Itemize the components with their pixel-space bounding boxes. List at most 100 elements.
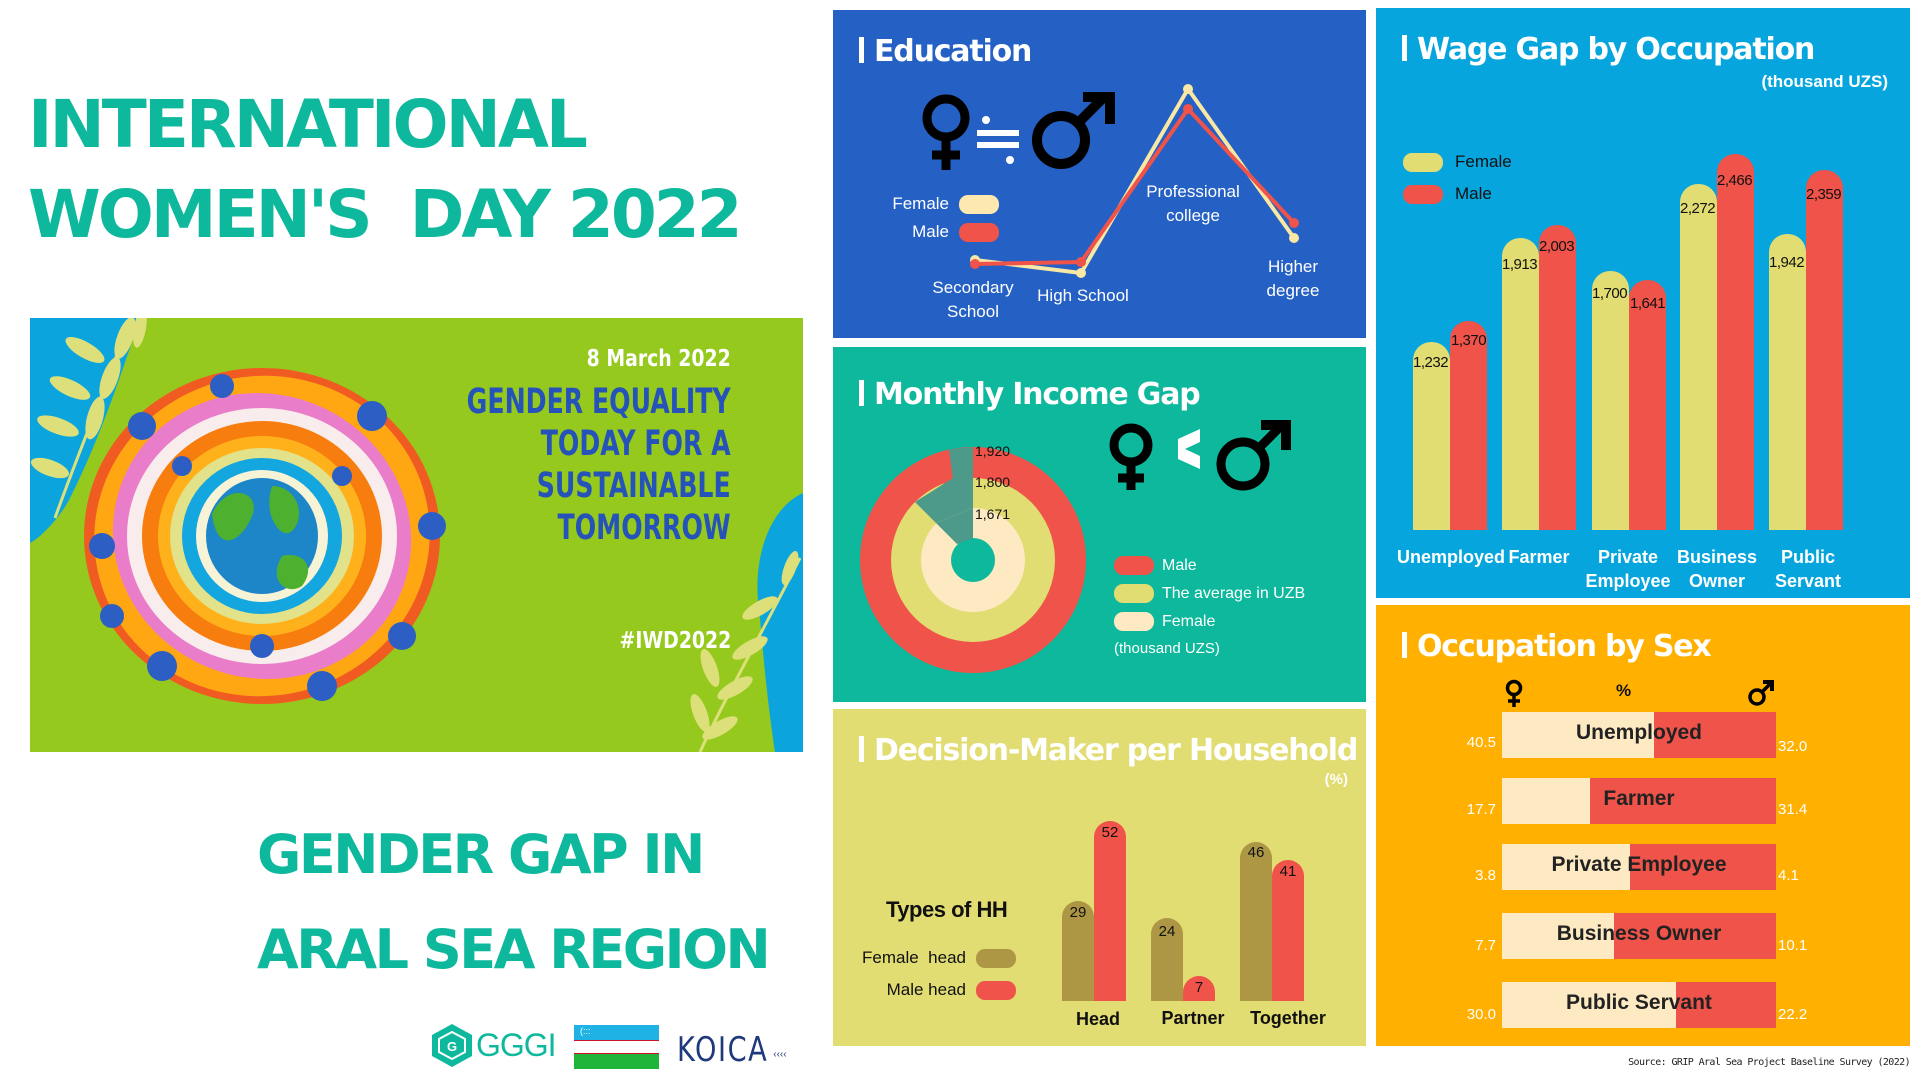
cat-business: Business Owner <box>1676 547 1758 591</box>
cat-unemployed: Unemployed <box>1396 547 1506 567</box>
decision-title: Decision-Maker per Household <box>859 733 1358 768</box>
value-business-male: 2,466 <box>1717 172 1753 189</box>
gggi-logo: G GGGI <box>430 1022 557 1068</box>
value-business-female: 2,272 <box>1680 200 1716 217</box>
occ-row-unemployed: Unemployed <box>1502 712 1776 758</box>
value-public-male: 2,359 <box>1806 186 1842 203</box>
occ-row-business-owner: Business Owner <box>1502 913 1776 959</box>
female-symbol-icon <box>1109 423 1153 490</box>
education-legend-male: Male <box>912 222 999 242</box>
occ-male-value: 31.4 <box>1778 801 1808 818</box>
male-symbol-icon <box>1748 680 1774 706</box>
education-line-chart <box>922 84 1299 278</box>
main-title-line2: WOMEN'S DAY 2022 <box>28 176 743 253</box>
cat-farmer: Farmer <box>1508 547 1570 567</box>
legend-label: Male head <box>886 980 966 999</box>
banner-hashtag: #IWD2022 <box>619 628 731 654</box>
wage-title-text: Wage Gap by Occupation <box>1417 32 1815 67</box>
cat-together: Together <box>1250 1008 1326 1028</box>
decision-title-text: Decision-Maker per Household <box>874 733 1358 768</box>
legend-label: Female <box>1162 612 1216 630</box>
wage-title: Wage Gap by Occupation <box>1402 32 1815 67</box>
legend-swatch-average <box>1114 584 1154 603</box>
legend-swatch-male-head <box>976 980 1016 1000</box>
legend-swatch-female <box>1114 612 1154 631</box>
education-panel: Education Female Male <box>833 10 1366 338</box>
bar-partner-female <box>1151 918 1183 1001</box>
occ-label: Business Owner <box>1556 922 1722 945</box>
legend-label: Female <box>1455 152 1512 171</box>
income-value-average: 1,800 <box>975 474 1011 490</box>
legend-label: Male <box>1455 184 1492 203</box>
occ-female-value: 3.8 <box>1475 867 1496 884</box>
occ-label: Public Servant <box>1566 991 1712 1014</box>
value-head-female: 29 <box>1069 904 1087 921</box>
value-private-male: 1,641 <box>1630 295 1666 312</box>
value-public-female: 1,942 <box>1769 254 1805 271</box>
cat-head: Head <box>1075 1009 1120 1029</box>
bar-partner-male <box>1183 976 1215 1001</box>
banner-artwork <box>30 318 803 752</box>
bar-farmer-female <box>1502 238 1539 530</box>
occ-row-private-employee: Private Employee <box>1502 844 1776 890</box>
income-value-male: 1,920 <box>975 443 1011 459</box>
bar-public-male <box>1806 170 1843 530</box>
male-symbol-icon <box>1216 422 1285 491</box>
headline-line: TODAY FOR A <box>541 424 731 464</box>
value-private-female: 1,700 <box>1592 285 1628 302</box>
occ-male-value: 4.1 <box>1778 867 1799 884</box>
income-title-text: Monthly Income Gap <box>874 377 1201 412</box>
legend-swatch-female <box>959 194 999 214</box>
value-partner-female: 24 <box>1158 923 1176 940</box>
education-title: Education <box>859 34 1032 69</box>
legend-swatch-male <box>1403 184 1443 204</box>
income-donut-chart <box>860 420 1291 673</box>
wage-legend-male: Male <box>1403 184 1492 204</box>
education-title-text: Education <box>874 34 1032 69</box>
occ-female-value: 40.5 <box>1466 734 1496 751</box>
edu-label-highschool: High School <box>1037 286 1129 305</box>
banner-headline: GENDER EQUALITY TODAY FOR A SUSTAINABLE … <box>467 381 731 549</box>
bar-unemployed-male <box>1450 321 1487 530</box>
wage-unit: (thousand UZS) <box>1761 72 1888 91</box>
occ-label: Farmer <box>1603 787 1675 810</box>
occ-female-value: 30.0 <box>1466 1006 1496 1023</box>
subtitle-line2: ARAL SEA REGION <box>257 918 771 981</box>
koica-feather-icon: ‹‹‹‹ <box>773 1049 787 1060</box>
occ-female-value: 7.7 <box>1475 937 1496 954</box>
value-unemployed-female: 1,232 <box>1413 354 1449 371</box>
occupation-title: Occupation by Sex <box>1402 629 1712 664</box>
income-panel: Monthly Income Gap 1,920 1,800 1,671 <box>833 347 1366 702</box>
main-title-line1: INTERNATIONAL <box>28 86 588 163</box>
edu-label-text: Secondary School <box>932 278 1014 321</box>
bar-farmer-male <box>1539 225 1576 530</box>
value-together-male: 41 <box>1279 863 1297 880</box>
occ-label: Private Employee <box>1551 853 1727 876</box>
source-note: Source: GRIP Aral Sea Project Baseline S… <box>1628 1057 1910 1068</box>
banner-date: 8 March 2022 <box>586 346 731 372</box>
cat-private: Private Employee <box>1585 547 1671 591</box>
subtitle-line1: GENDER GAP IN <box>257 823 705 886</box>
edu-label-higher: Higher degree <box>1266 257 1320 300</box>
decision-legend-title: Types of HH <box>886 897 1008 922</box>
legend-label: Female <box>892 194 949 213</box>
bar-head-male <box>1094 821 1126 1001</box>
income-legend-male: Male <box>1114 556 1197 575</box>
decision-panel: Decision-Maker per Household (%) Types o… <box>833 709 1366 1046</box>
koica-text: KOICA <box>677 1030 769 1070</box>
legend-swatch-female <box>1403 152 1443 172</box>
education-legend-female: Female <box>892 194 999 214</box>
less-than-icon <box>1178 429 1200 469</box>
value-farmer-female: 1,913 <box>1502 256 1538 273</box>
legend-label: The average in UZB <box>1162 584 1306 602</box>
occ-row-farmer: Farmer <box>1502 778 1776 824</box>
bar-public-female <box>1769 234 1806 530</box>
income-legend-female: Female <box>1114 612 1215 631</box>
bar-head-female <box>1062 901 1094 1001</box>
male-symbol-icon <box>1032 94 1107 169</box>
bar-together-male <box>1272 860 1304 1001</box>
bar-unemployed-female <box>1413 342 1450 530</box>
income-unit: (thousand UZS) <box>1114 640 1220 657</box>
edu-label-professional: Professional college <box>1146 182 1240 225</box>
decision-legend-female-head: Female head <box>862 948 1016 968</box>
